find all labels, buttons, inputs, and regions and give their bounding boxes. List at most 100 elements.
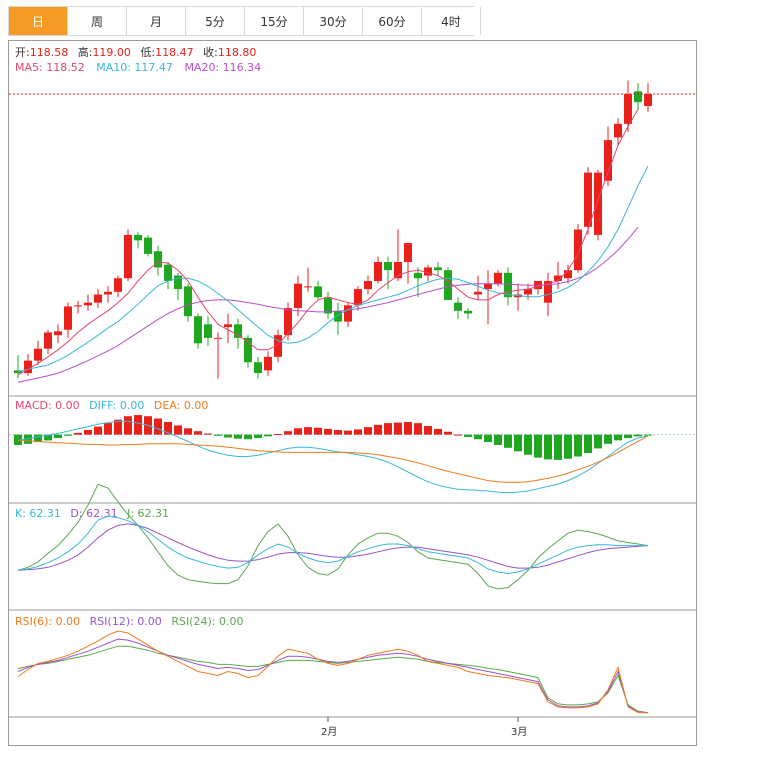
- tab-0[interactable]: 日: [9, 7, 68, 35]
- tab-4[interactable]: 15分: [245, 7, 304, 35]
- candle-body: [274, 335, 282, 357]
- macd-bar: [384, 423, 392, 435]
- macd-bar: [484, 434, 492, 443]
- candle-body: [74, 305, 82, 307]
- macd-bar: [544, 434, 552, 460]
- tab-6[interactable]: 60分: [363, 7, 422, 35]
- macd-bar: [94, 426, 102, 435]
- candle-body: [464, 310, 472, 314]
- x-axis-label: 3月: [511, 726, 527, 738]
- ma-legend: MA5: 118.52 MA10: 117.47 MA20: 116.34: [15, 61, 261, 74]
- candle-body: [144, 237, 152, 254]
- macd-bar: [504, 434, 512, 448]
- tab-5[interactable]: 30分: [304, 7, 363, 35]
- macd-bar: [254, 434, 262, 439]
- tab-1[interactable]: 周: [68, 7, 127, 35]
- candle-body: [94, 294, 102, 303]
- macd-bar: [624, 434, 632, 439]
- macd-bar: [404, 421, 412, 435]
- candle-body: [324, 297, 332, 314]
- macd-bar: [554, 434, 562, 460]
- macd-bar: [524, 434, 532, 455]
- candle-body: [294, 283, 302, 309]
- candle-body: [374, 262, 382, 281]
- j-line: [17, 483, 649, 590]
- candle-body: [564, 270, 572, 279]
- macd-bar: [214, 434, 222, 436]
- candle-body: [444, 270, 452, 300]
- candle-body: [434, 267, 442, 271]
- macd-bar: [264, 434, 272, 437]
- ohlc-legend: 开:118.58 高:119.00 低:118.47 收:118.80: [15, 45, 256, 59]
- macd-bar: [434, 428, 442, 435]
- macd-bar: [164, 421, 172, 435]
- rsi6-line: [17, 630, 649, 714]
- macd-bar: [564, 434, 572, 459]
- rsi24-line: [17, 645, 649, 714]
- macd-bar: [174, 425, 182, 435]
- candle-body: [404, 243, 412, 263]
- macd-bar: [594, 434, 602, 449]
- candle-body: [644, 94, 652, 106]
- candle-body: [554, 275, 562, 281]
- macd-bar: [444, 431, 452, 435]
- ma10-line: [17, 165, 649, 372]
- macd-bar: [204, 433, 212, 435]
- candle-body: [104, 291, 112, 295]
- chart-frame: 开:118.58 高:119.00 低:118.47 收:118.80 MA5:…: [8, 40, 739, 746]
- k-line: [17, 515, 648, 575]
- candle-body: [34, 348, 42, 361]
- macd-bar: [474, 434, 482, 440]
- macd-bar: [44, 434, 52, 441]
- macd-bar: [334, 430, 342, 435]
- candle-body: [174, 275, 182, 290]
- candle-body: [24, 360, 32, 374]
- candle-body: [344, 305, 352, 322]
- tab-7[interactable]: 4时: [422, 7, 481, 35]
- tab-2[interactable]: 月: [127, 7, 186, 35]
- candle-body: [124, 234, 132, 279]
- candle-body: [574, 229, 582, 271]
- macd-bar: [464, 434, 472, 437]
- macd-bar: [644, 434, 652, 436]
- tab-3[interactable]: 5分: [186, 7, 245, 35]
- chart-marks: 119.41118.95118.49118.03117.57117.11116.…: [9, 41, 739, 745]
- macd-bar: [454, 434, 462, 436]
- candle-body: [194, 316, 202, 344]
- macd-bar: [394, 422, 402, 435]
- macd-bar: [574, 434, 582, 457]
- candle-body: [204, 324, 212, 338]
- macd-bar: [424, 426, 432, 435]
- macd-bar: [74, 432, 82, 435]
- candle-body: [424, 267, 432, 276]
- candle-body: [544, 280, 552, 303]
- diff-line: [17, 420, 649, 494]
- candle-body: [494, 272, 502, 284]
- candle-body: [524, 289, 532, 295]
- candle-body: [504, 272, 512, 298]
- macd-bar: [54, 434, 62, 439]
- macd-bar: [314, 427, 322, 435]
- kline-chart[interactable]: 开:118.58 高:119.00 低:118.47 收:118.80 MA5:…: [9, 41, 739, 745]
- candle-body: [64, 306, 72, 330]
- dea-line: [17, 435, 649, 483]
- candle-body: [284, 308, 292, 336]
- macd-bar: [134, 415, 142, 435]
- macd-bar: [274, 434, 282, 436]
- candle-body: [84, 302, 92, 306]
- macd-bar: [304, 427, 312, 435]
- macd-bar: [284, 431, 292, 435]
- macd-bar: [354, 429, 362, 435]
- macd-bar: [364, 427, 372, 435]
- candle-body: [154, 251, 162, 268]
- macd-bar: [584, 434, 592, 454]
- candle-body: [164, 264, 172, 281]
- macd-bar: [514, 434, 522, 452]
- d-line: [17, 523, 649, 571]
- rsi-legend: RSI(6): 0.00 RSI(12): 0.00 RSI(24): 0.00: [15, 615, 243, 628]
- rsi12-line: [17, 638, 649, 714]
- period-tabs: 日周月 5分 15分 30分 60分 4时: [8, 6, 481, 36]
- ma5-line: [17, 108, 639, 376]
- candle-body: [354, 289, 362, 306]
- candle-body: [54, 331, 62, 336]
